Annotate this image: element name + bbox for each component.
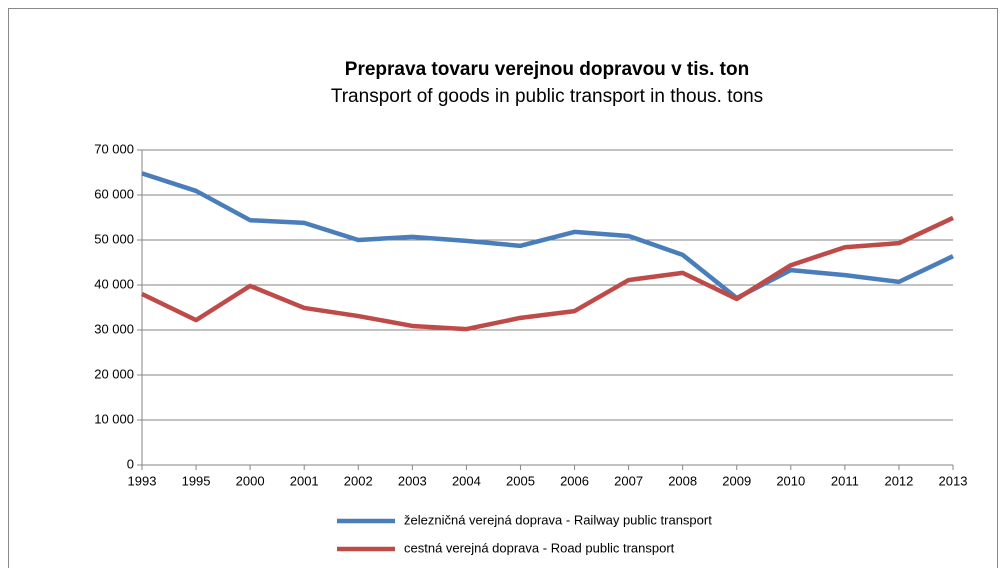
x-tick-label: 1993 [128,473,157,488]
x-tick-label: 2010 [776,473,805,488]
x-tick-label: 1995 [182,473,211,488]
y-tick-label: 0 [127,456,134,471]
y-tick-label: 70 000 [94,141,134,156]
y-tick-label: 10 000 [94,411,134,426]
x-tick-label: 2006 [560,473,589,488]
x-tick-label: 2000 [236,473,265,488]
x-tick-label: 2011 [831,473,859,488]
chart-border [8,8,998,568]
chart-subtitle: Transport of goods in public transport i… [331,86,763,107]
x-tick-label: 2003 [398,473,427,488]
x-tick-label: 2005 [506,473,535,488]
x-tick-label: 2008 [668,473,697,488]
series-line [141,215,954,332]
x-tick-label: 2002 [344,473,373,488]
y-tick-label: 60 000 [94,186,134,201]
chart-title: Preprava tovaru verejnou dopravou v tis.… [345,59,749,80]
x-tick-label: 2004 [452,473,481,488]
y-tick-label: 40 000 [94,276,134,291]
y-tick-label: 30 000 [94,321,134,336]
x-tick-label: 2001 [290,473,319,488]
x-tick-label: 2009 [722,473,751,488]
series-line [141,171,954,301]
legend-label: železničná verejná doprava - Railway pub… [404,512,712,527]
legend-label: cestná verejná doprava - Road public tra… [404,540,675,555]
x-tick-label: 2012 [884,473,913,488]
y-tick-label: 50 000 [94,231,134,246]
x-tick-label: 2007 [614,473,643,488]
x-tick-label: 2013 [939,473,968,488]
y-tick-label: 20 000 [94,366,134,381]
